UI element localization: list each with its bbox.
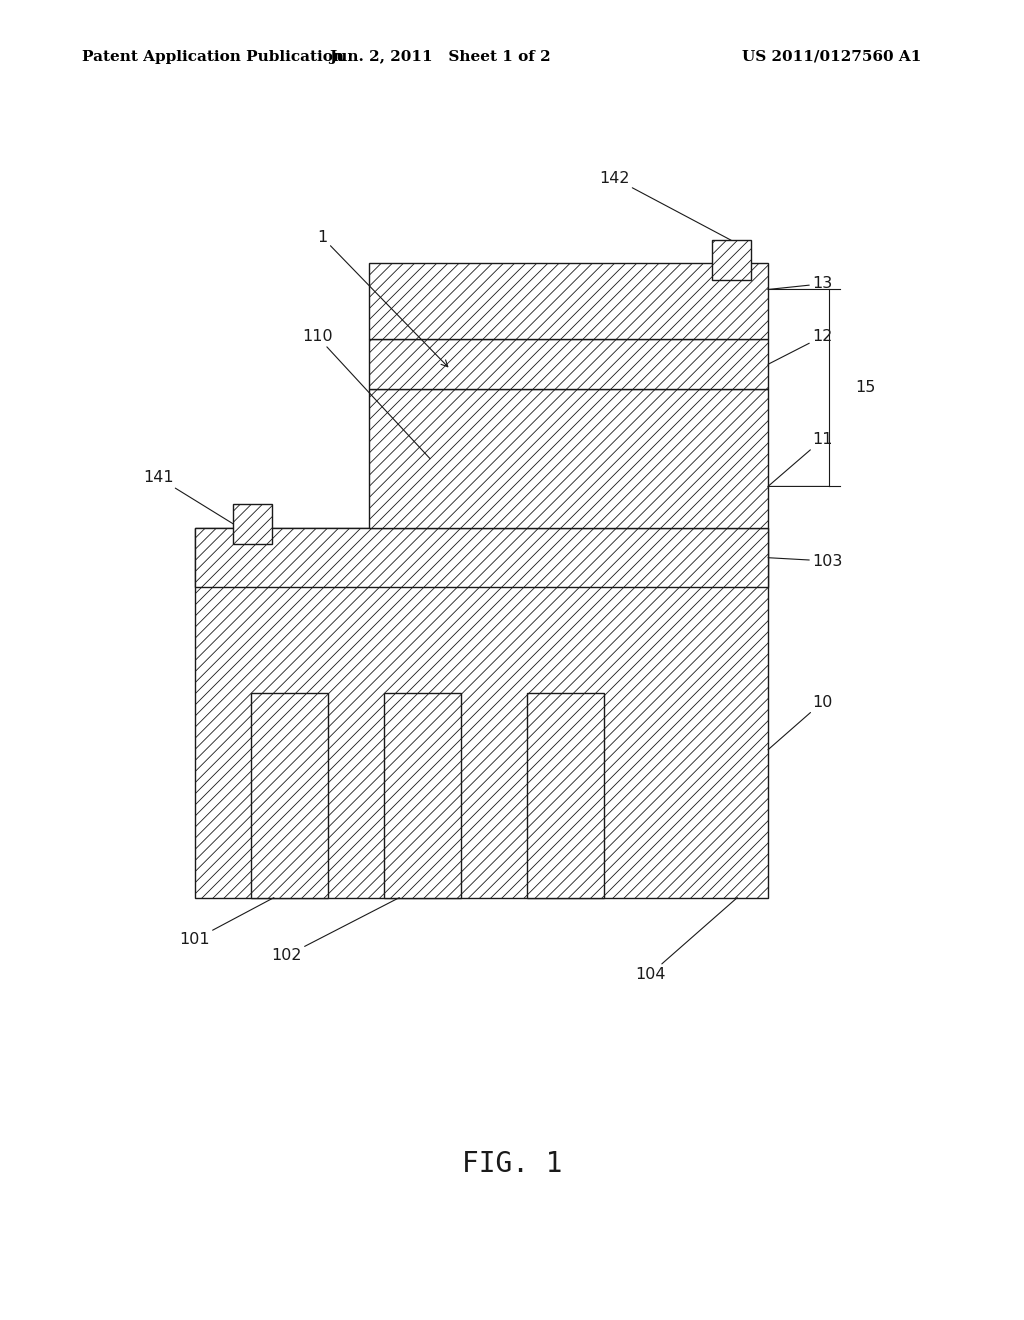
Text: 104: 104	[635, 898, 737, 982]
Text: 102: 102	[271, 898, 399, 964]
Bar	[369, 339, 768, 389]
Bar	[369, 389, 768, 528]
Text: 103: 103	[768, 553, 843, 569]
Bar	[195, 528, 768, 898]
Bar	[384, 693, 461, 898]
Text: 1: 1	[317, 230, 447, 367]
Text: 12: 12	[768, 329, 833, 364]
Text: 141: 141	[143, 470, 233, 524]
Bar	[712, 240, 751, 280]
Text: Patent Application Publication: Patent Application Publication	[82, 50, 344, 63]
Text: 101: 101	[179, 898, 274, 948]
Bar	[527, 693, 604, 898]
Text: 13: 13	[768, 276, 833, 292]
Text: 110: 110	[302, 329, 430, 459]
Text: US 2011/0127560 A1: US 2011/0127560 A1	[742, 50, 922, 63]
Text: 142: 142	[599, 170, 731, 240]
Text: 10: 10	[768, 694, 833, 750]
Text: Jun. 2, 2011   Sheet 1 of 2: Jun. 2, 2011 Sheet 1 of 2	[330, 50, 551, 63]
Bar	[251, 693, 328, 898]
Text: 11: 11	[768, 432, 833, 487]
Text: FIG. 1: FIG. 1	[462, 1150, 562, 1179]
Bar	[233, 504, 272, 544]
Bar	[369, 263, 768, 339]
Text: 15: 15	[855, 380, 876, 396]
Bar	[195, 528, 768, 587]
